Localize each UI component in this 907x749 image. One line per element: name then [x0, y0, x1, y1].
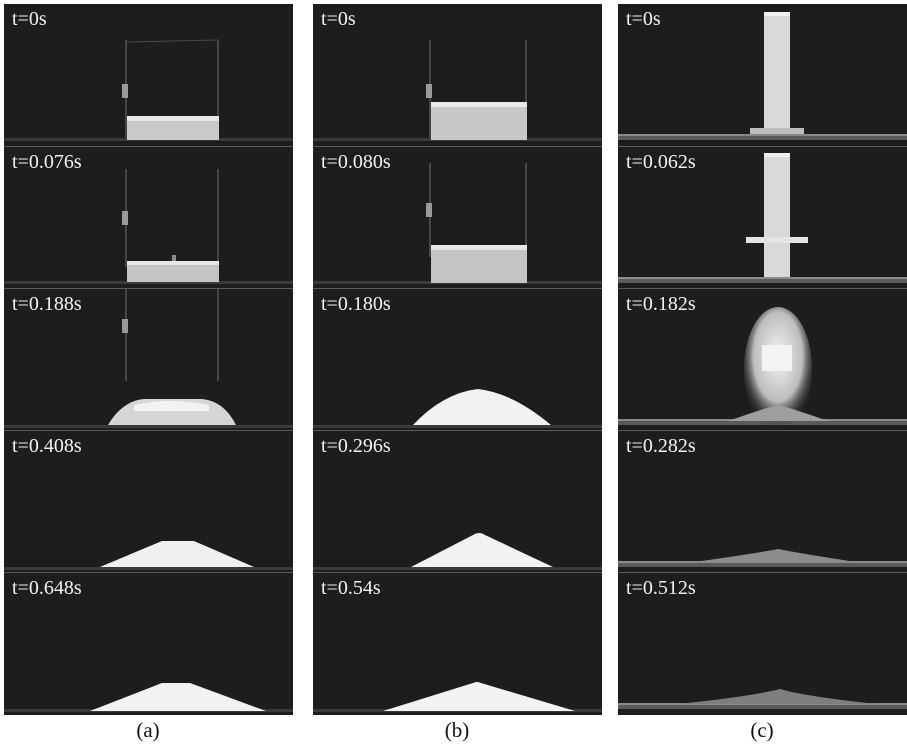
frame-b-3: t=0.180s	[313, 288, 602, 431]
time-label: t=0.062s	[626, 151, 696, 173]
frame-b-5-image	[313, 682, 602, 712]
frame-a-1: t=0s	[4, 4, 293, 146]
frame-b-4: t=0.296s	[313, 430, 602, 573]
frame-a-5: t=0.648s	[4, 572, 293, 715]
time-label: t=0.182s	[626, 293, 696, 315]
frame-c-5-image	[618, 689, 907, 709]
time-label: t=0.180s	[321, 293, 391, 315]
frame-c-3-image	[618, 307, 907, 431]
frame-b-1: t=0s	[313, 4, 602, 146]
frame-a-3: t=0.188s	[4, 288, 293, 431]
panel-c: t=0s t=0.062s t=0.182s	[618, 4, 907, 715]
frame-c-1: t=0s	[618, 4, 907, 146]
time-label: t=0.54s	[321, 577, 381, 599]
frame-a-2: t=0.076s	[4, 146, 293, 289]
frame-a-2-image	[4, 169, 293, 284]
panel-b: t=0s t=0.080s t=0.180s t=0.296s t=0.	[313, 4, 602, 715]
frame-a-5-image	[4, 683, 293, 712]
frame-c-2-image	[618, 153, 907, 283]
frame-c-2: t=0.062s	[618, 146, 907, 289]
frame-b-4-image	[313, 533, 602, 570]
time-label: t=0.188s	[12, 293, 82, 315]
time-label: t=0s	[321, 8, 356, 30]
frame-c-5: t=0.512s	[618, 572, 907, 715]
frame-a-1-image	[4, 39, 293, 141]
caption-b: (b)	[444, 718, 470, 742]
frame-b-1-image	[313, 40, 602, 141]
time-label: t=0.408s	[12, 435, 82, 457]
frame-a-3-image	[4, 289, 293, 428]
caption-c: (c)	[750, 718, 774, 742]
frame-c-4-image	[618, 549, 907, 567]
time-label: t=0s	[626, 8, 661, 30]
frame-b-2-image	[313, 163, 602, 284]
time-label: t=0.282s	[626, 435, 696, 457]
time-label: t=0.080s	[321, 151, 391, 173]
panel-a: t=0s t=0.076s t=0.188s t=0.408s	[4, 4, 293, 715]
time-label: t=0.648s	[12, 577, 82, 599]
frame-b-3-image	[313, 389, 602, 428]
frame-c-1-image	[618, 12, 907, 140]
frame-a-4-image	[4, 541, 293, 570]
caption-a: (a)	[136, 718, 160, 742]
frame-c-4: t=0.282s	[618, 430, 907, 573]
frame-b-5: t=0.54s	[313, 572, 602, 715]
frame-b-2: t=0.080s	[313, 146, 602, 289]
frame-a-4: t=0.408s	[4, 430, 293, 573]
time-label: t=0s	[12, 8, 47, 30]
time-label: t=0.296s	[321, 435, 391, 457]
time-label: t=0.512s	[626, 577, 696, 599]
frame-c-3: t=0.182s	[618, 288, 907, 431]
time-label: t=0.076s	[12, 151, 82, 173]
